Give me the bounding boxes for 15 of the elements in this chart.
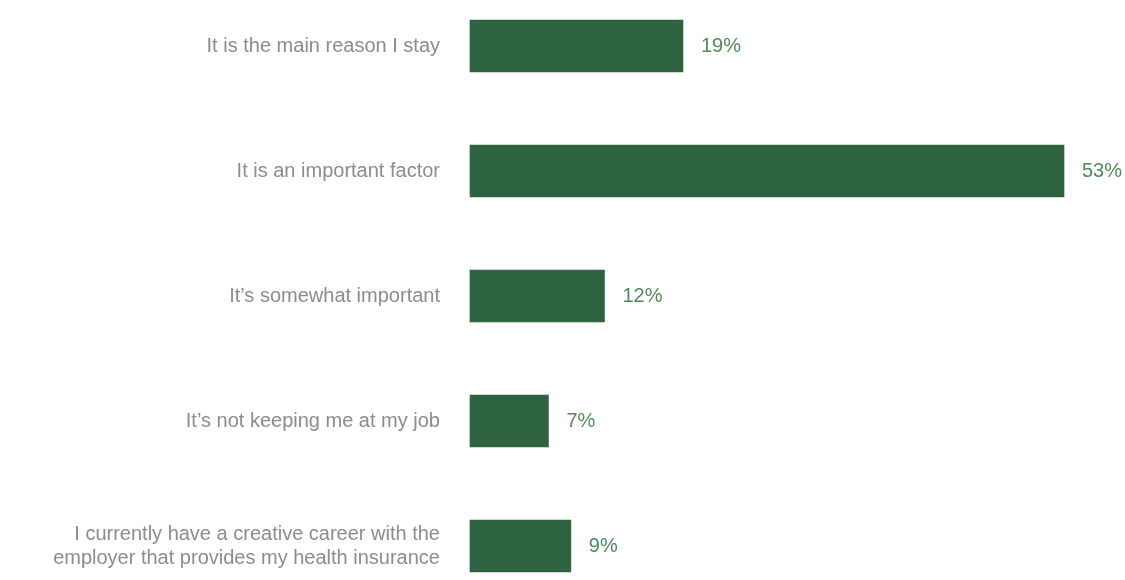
data-label: 7% xyxy=(566,408,596,431)
data-label: 53% xyxy=(1082,158,1123,181)
y-tick-label: I currently have a creative career with the employer that provides my health insurance xyxy=(53,521,440,568)
y-tick-label: It is an important factor xyxy=(236,158,441,181)
bar xyxy=(469,394,549,448)
y-tick-label: It is the main reason I stay xyxy=(206,33,440,56)
bar xyxy=(469,269,605,323)
bar xyxy=(469,19,684,73)
data-label: 12% xyxy=(622,283,663,306)
bar xyxy=(469,144,1065,198)
y-tick-label: It’s not keeping me at my job xyxy=(185,408,440,431)
y-tick-label: It’s somewhat important xyxy=(229,283,441,306)
bar xyxy=(469,519,572,573)
data-label: 9% xyxy=(588,533,618,556)
data-label: 19% xyxy=(700,33,742,56)
